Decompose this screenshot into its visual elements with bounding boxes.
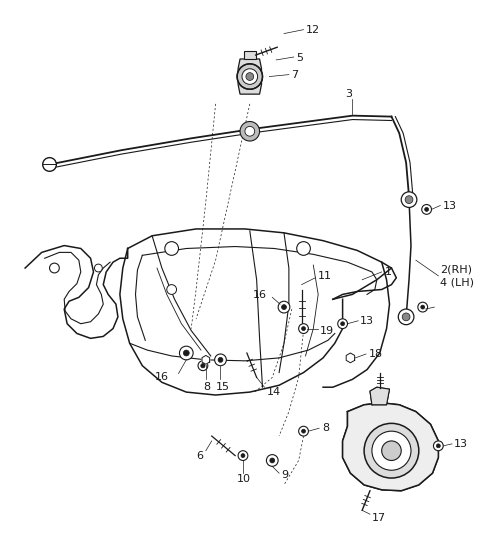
Text: 19: 19 — [320, 325, 334, 336]
Text: 8: 8 — [203, 382, 210, 392]
Circle shape — [270, 458, 275, 463]
Text: 12: 12 — [305, 25, 320, 34]
Circle shape — [299, 426, 309, 436]
Circle shape — [237, 64, 263, 89]
Circle shape — [218, 357, 223, 362]
Circle shape — [198, 361, 208, 371]
Text: 4 (LH): 4 (LH) — [440, 278, 474, 288]
Text: 3: 3 — [345, 89, 352, 99]
Circle shape — [372, 431, 411, 470]
Circle shape — [398, 309, 414, 325]
Circle shape — [401, 192, 417, 208]
Polygon shape — [343, 403, 438, 491]
Circle shape — [402, 313, 410, 321]
Circle shape — [301, 327, 305, 330]
Text: 11: 11 — [318, 271, 332, 281]
Circle shape — [436, 444, 440, 448]
Circle shape — [240, 122, 260, 141]
Circle shape — [242, 69, 258, 84]
Polygon shape — [238, 59, 262, 94]
Circle shape — [241, 454, 245, 457]
Text: 8: 8 — [322, 423, 329, 433]
Circle shape — [364, 423, 419, 478]
Circle shape — [180, 346, 193, 360]
Circle shape — [341, 322, 345, 325]
Circle shape — [299, 324, 309, 334]
Text: 13: 13 — [454, 439, 468, 449]
Circle shape — [421, 305, 425, 309]
Text: 15: 15 — [216, 382, 229, 392]
Circle shape — [405, 196, 413, 203]
Text: 9: 9 — [281, 470, 288, 480]
Circle shape — [201, 364, 205, 368]
Circle shape — [278, 301, 290, 313]
Text: 5: 5 — [296, 53, 303, 63]
Polygon shape — [370, 387, 389, 405]
Circle shape — [425, 208, 429, 211]
Text: 2(RH): 2(RH) — [440, 265, 472, 275]
Circle shape — [215, 354, 227, 366]
Circle shape — [338, 319, 348, 329]
Circle shape — [422, 204, 432, 214]
Text: 16: 16 — [253, 291, 267, 300]
Text: 7: 7 — [291, 69, 298, 80]
Circle shape — [282, 305, 287, 309]
Circle shape — [43, 158, 56, 171]
Circle shape — [238, 451, 248, 461]
Text: 10: 10 — [237, 474, 251, 484]
Circle shape — [165, 242, 179, 256]
Polygon shape — [346, 353, 355, 363]
Circle shape — [246, 73, 254, 81]
Circle shape — [382, 441, 401, 461]
Circle shape — [266, 455, 278, 466]
Circle shape — [245, 126, 255, 136]
Text: 17: 17 — [372, 513, 386, 523]
Circle shape — [95, 264, 102, 272]
Circle shape — [297, 242, 311, 256]
Text: 6: 6 — [196, 451, 203, 461]
Circle shape — [301, 429, 305, 433]
Circle shape — [183, 350, 189, 356]
Circle shape — [167, 285, 177, 294]
Polygon shape — [244, 51, 256, 59]
Text: 13: 13 — [443, 201, 457, 210]
Text: 13: 13 — [360, 316, 374, 326]
Text: 14: 14 — [266, 387, 280, 397]
Circle shape — [433, 441, 443, 451]
Circle shape — [418, 302, 428, 312]
Text: 16: 16 — [155, 372, 169, 383]
Circle shape — [49, 263, 60, 273]
Text: 18: 18 — [369, 349, 383, 359]
Text: 1: 1 — [384, 267, 392, 277]
Polygon shape — [202, 356, 210, 364]
